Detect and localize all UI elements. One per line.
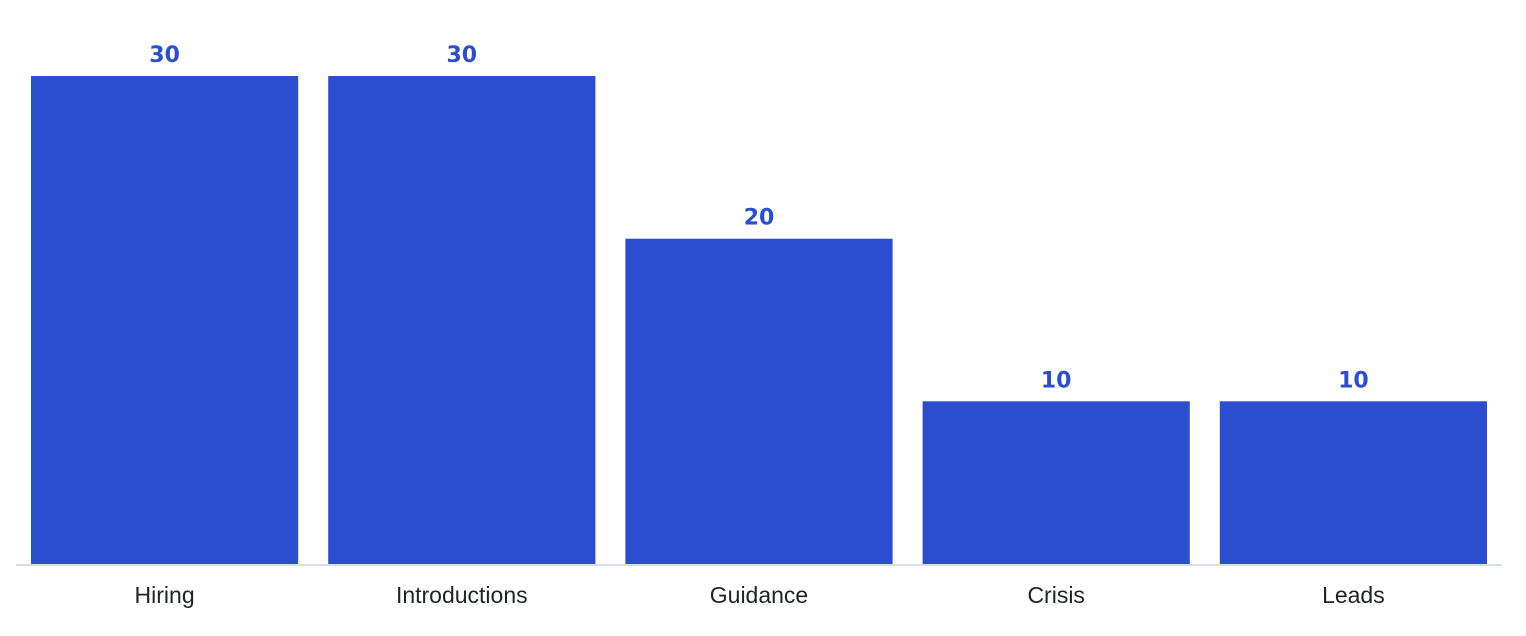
bar-crisis [922,401,1190,564]
data-label-crisis: 10 [1041,368,1072,393]
bar-guidance [625,238,893,564]
bars-layer [31,76,1487,564]
bar-introductions [328,76,596,564]
tick-label-introductions: Introductions [396,582,528,608]
bar-leads [1219,401,1487,564]
bar-hiring [31,76,299,564]
tick-label-hiring: Hiring [135,582,195,608]
data-label-leads: 10 [1338,368,1369,393]
data-label-introductions: 30 [446,43,477,68]
labels-layer: 30 Hiring 30 Introductions 20 Guidance 10 Crisi… [135,43,1385,608]
data-label-hiring: 30 [149,43,180,68]
tick-label-leads: Leads [1322,582,1385,608]
tick-label-crisis: Crisis [1027,582,1085,608]
tick-label-guidance: Guidance [710,582,808,608]
data-label-guidance: 20 [744,206,775,231]
